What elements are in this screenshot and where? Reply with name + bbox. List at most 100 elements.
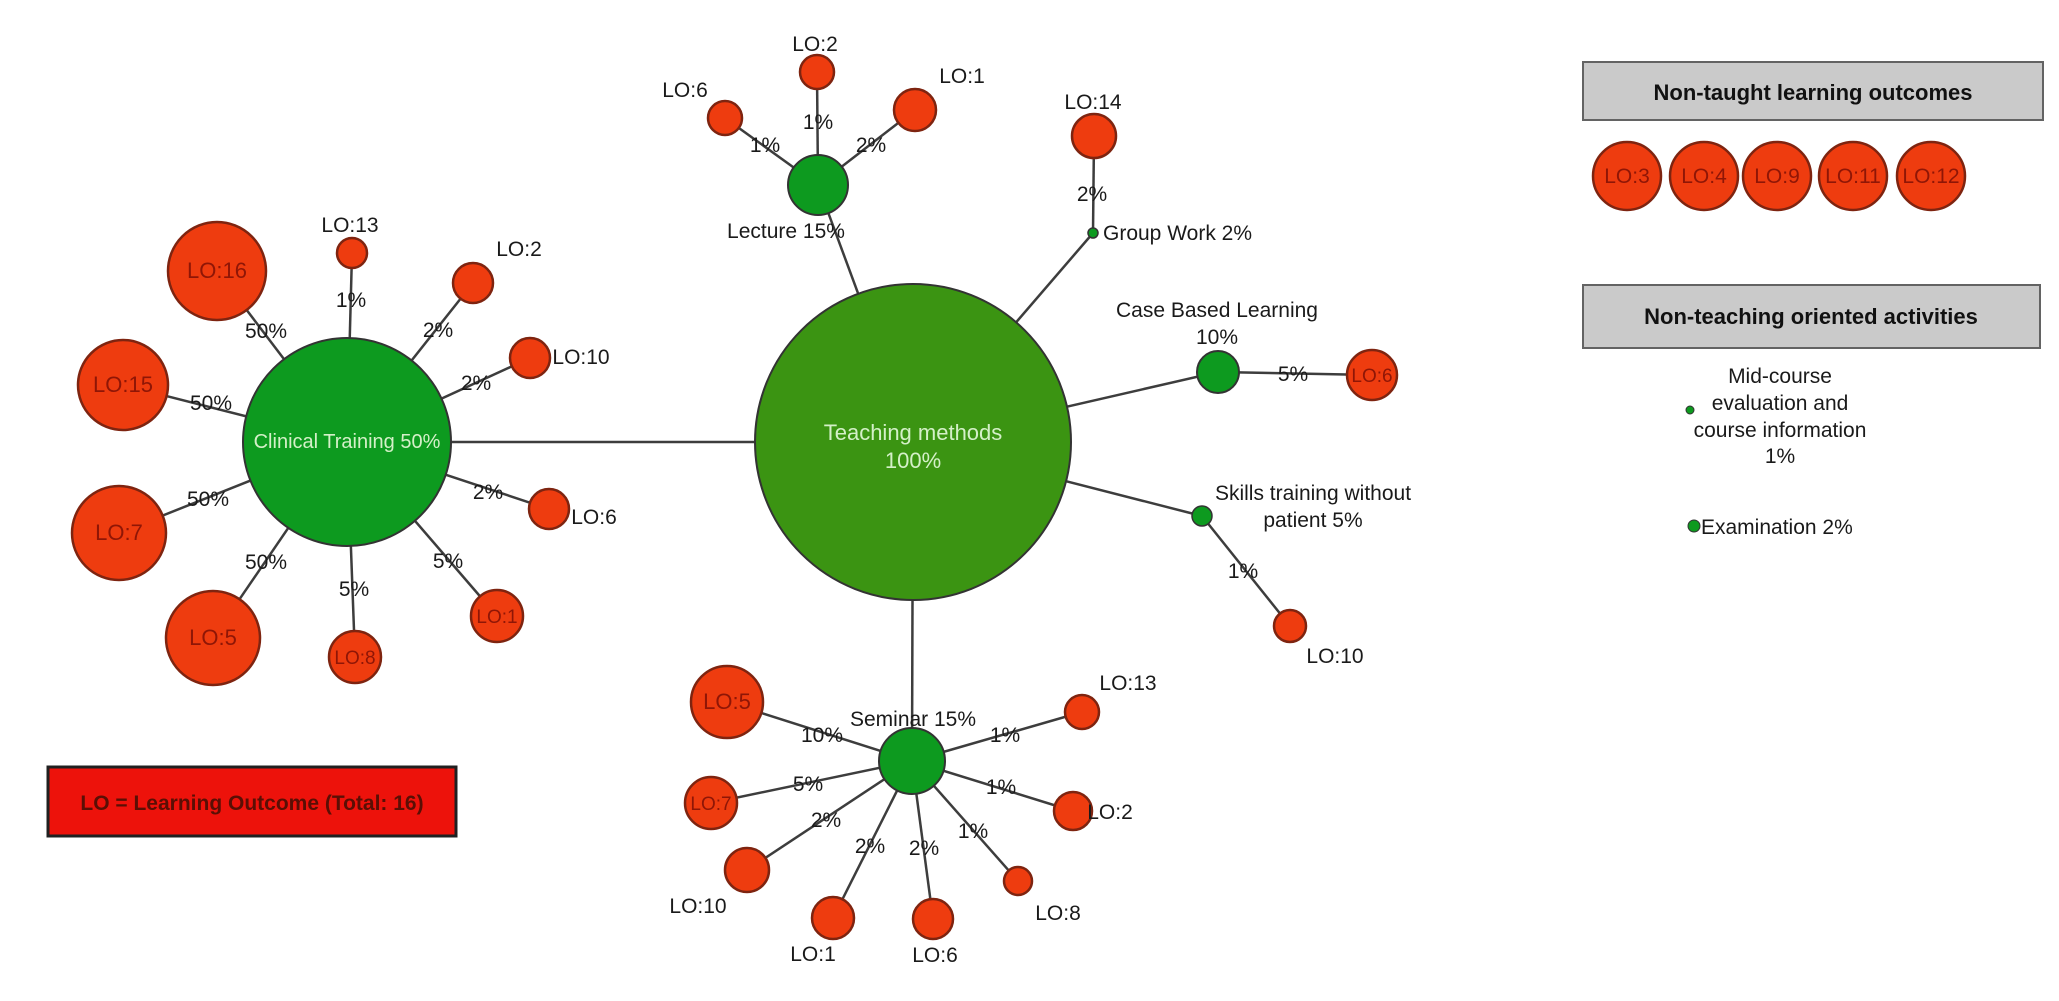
edge-label-seminar-sem-lo10: 2%	[811, 809, 841, 832]
edge-label-seminar-sem-lo8: 1%	[958, 820, 988, 843]
node-ct-lo13	[335, 236, 369, 270]
edge-label-seminar-sem-lo7: 5%	[793, 773, 823, 796]
node-nt-lo12	[1895, 140, 1967, 212]
node-text-ct-lo1: LO:1	[476, 607, 517, 628]
edge-label-clinical-training-ct-lo1: 5%	[433, 550, 463, 573]
node-ct-lo7	[70, 484, 168, 582]
node-text-ct-lo7: LO:7	[95, 520, 143, 545]
edge-label-clinical-training-ct-lo8: 5%	[339, 578, 369, 601]
label-sem-lo8: LO:8	[1035, 902, 1081, 925]
node-sem-lo6	[911, 897, 955, 941]
node-text-ct-lo16: LO:16	[187, 258, 247, 283]
node-lec-lo1	[892, 87, 938, 133]
node-ct-lo1	[469, 588, 525, 644]
annotation-mid-course-evaluation: 1%	[1765, 445, 1795, 468]
label-case-based-learning: Case Based Learning	[1116, 299, 1318, 322]
node-sem-lo10	[723, 846, 771, 894]
label-ct-lo2: LO:2	[496, 238, 542, 261]
panel-header-box-non-taught	[1582, 61, 2044, 121]
edge-label-clinical-training-ct-lo5: 50%	[245, 551, 287, 574]
label-gw-lo14: LO:14	[1064, 91, 1122, 114]
node-text-ct-lo15: LO:15	[93, 372, 153, 397]
node-sem-lo1	[810, 895, 856, 941]
annotation-examination: Examination 2%	[1701, 516, 1853, 539]
annotation-mid-course-evaluation: evaluation and	[1712, 392, 1849, 415]
node-st-lo10	[1272, 608, 1308, 644]
edge-label-case-based-learning-cb-lo6: 5%	[1278, 363, 1308, 386]
label-ct-lo10: LO:10	[552, 346, 609, 369]
label-sem-lo13: LO:13	[1099, 672, 1156, 695]
edge-label-lecture-lec-lo6: 1%	[750, 134, 780, 157]
label-sem-lo1: LO:1	[790, 943, 836, 966]
edge-label-seminar-sem-lo5: 10%	[801, 724, 843, 747]
edge-label-lecture-lec-lo1: 2%	[856, 134, 886, 157]
edge-label-seminar-sem-lo2: 1%	[986, 776, 1016, 799]
edge-label-clinical-training-ct-lo6: 2%	[473, 481, 503, 504]
node-text-sem-lo5: LO:5	[703, 689, 751, 714]
dot-examination	[1687, 519, 1701, 533]
node-text-ct-lo5: LO:5	[189, 625, 237, 650]
edge-label-clinical-training-ct-lo2: 2%	[423, 319, 453, 342]
edge-label-clinical-training-ct-lo15: 50%	[190, 392, 232, 415]
edge-label-seminar-sem-lo1: 2%	[855, 835, 885, 858]
node-ct-lo6	[527, 487, 571, 531]
node-gw-lo14	[1070, 112, 1118, 160]
node-text-sem-lo7: LO:7	[690, 794, 731, 815]
node-nt-lo4	[1668, 140, 1740, 212]
edge-skills-training-st-lo10	[1201, 515, 1291, 627]
label-ct-lo6: LO:6	[571, 506, 617, 529]
edge-label-clinical-training-ct-lo16: 50%	[245, 320, 287, 343]
node-text-nt-lo4: LO:4	[1681, 165, 1727, 188]
node-ct-lo15	[76, 338, 170, 432]
node-sem-lo5	[689, 664, 765, 740]
node-lec-lo2	[798, 53, 836, 91]
label-ct-lo13: LO:13	[321, 214, 378, 237]
node-nt-lo11	[1817, 140, 1889, 212]
node-ct-lo8	[327, 629, 383, 685]
label-sem-lo6: LO:6	[912, 944, 958, 967]
node-text-cb-lo6: LO:6	[1351, 366, 1392, 387]
edge-label-skills-training-st-lo10: 1%	[1228, 560, 1258, 583]
node-sem-lo8	[1002, 865, 1034, 897]
node-ct-lo2	[451, 261, 495, 305]
node-text-nt-lo3: LO:3	[1604, 165, 1650, 188]
node-ct-lo16	[166, 220, 268, 322]
label-skills-training: patient 5%	[1263, 509, 1362, 532]
edge-label-seminar-sem-lo6: 2%	[909, 837, 939, 860]
node-group-work	[1087, 227, 1099, 239]
label-sem-lo2: LO:2	[1087, 801, 1133, 824]
label-lec-lo1: LO:1	[939, 65, 985, 88]
edge-seminar-sem-lo7	[710, 759, 913, 805]
label-lec-lo2: LO:2	[792, 33, 838, 56]
label-sem-lo10: LO:10	[669, 895, 726, 918]
label-case-based-learning: 10%	[1196, 326, 1238, 349]
node-text-nt-lo11: LO:11	[1825, 165, 1881, 188]
node-nt-lo9	[1741, 140, 1813, 212]
label-lecture: Lecture 15%	[727, 220, 845, 243]
edge-label-seminar-sem-lo13: 1%	[990, 724, 1020, 747]
node-seminar	[878, 727, 946, 795]
panel-title-non-teaching: Non-teaching oriented activities	[1644, 304, 1978, 329]
node-clinical-training	[242, 337, 452, 547]
node-text-clinical-training: Clinical Training 50%	[254, 431, 441, 453]
node-nt-lo3	[1591, 140, 1663, 212]
node-lec-lo6	[706, 99, 744, 137]
edge-label-lecture-lec-lo2: 1%	[803, 111, 833, 134]
legend-label: LO = Learning Outcome (Total: 16)	[80, 792, 423, 815]
annotation-mid-course-evaluation: course information	[1694, 419, 1867, 442]
node-text-teaching-methods: 100%	[885, 448, 941, 473]
node-text-nt-lo12: LO:12	[1902, 165, 1959, 188]
dot-mid-course-evaluation	[1685, 405, 1695, 415]
node-ct-lo10	[508, 336, 552, 380]
node-skills-training	[1191, 505, 1213, 527]
label-group-work: Group Work 2%	[1103, 222, 1252, 245]
node-sem-lo13	[1063, 693, 1101, 731]
panel-header-box-non-teaching	[1582, 284, 2041, 349]
node-cb-lo6	[1345, 348, 1399, 402]
edge-label-gw-lo14-group-work: 2%	[1077, 183, 1107, 206]
annotation-mid-course-evaluation: Mid-course	[1728, 365, 1832, 388]
node-text-teaching-methods: Teaching methods	[824, 420, 1003, 445]
node-text-nt-lo9: LO:9	[1754, 165, 1800, 188]
